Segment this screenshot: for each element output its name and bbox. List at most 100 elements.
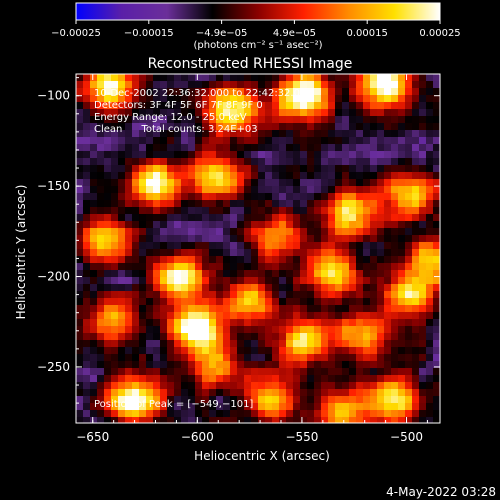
heatmap-cell	[139, 144, 146, 151]
heatmap-cell	[307, 102, 314, 109]
heatmap-cell	[181, 389, 188, 396]
heatmap-cell	[223, 81, 230, 88]
heatmap-cell	[335, 158, 342, 165]
heatmap-cell	[405, 417, 412, 423]
heatmap	[76, 74, 440, 423]
heatmap-cell	[391, 165, 398, 172]
heatmap-cell	[132, 354, 139, 361]
heatmap-cell	[349, 368, 356, 375]
heatmap-cell	[153, 144, 160, 151]
heatmap-cell	[160, 305, 167, 312]
heatmap-cell	[314, 305, 321, 312]
heatmap-cell	[237, 298, 244, 305]
heatmap-cell	[251, 235, 258, 242]
heatmap-cell	[188, 228, 195, 235]
heatmap-cell	[174, 207, 181, 214]
heatmap-cell	[321, 228, 328, 235]
heatmap-cell	[97, 389, 104, 396]
heatmap-cell	[153, 312, 160, 319]
heatmap-cell	[230, 312, 237, 319]
heatmap-cell	[97, 151, 104, 158]
heatmap-cell	[391, 151, 398, 158]
heatmap-cell	[391, 123, 398, 130]
heatmap-cell	[237, 144, 244, 151]
heatmap-cell	[412, 417, 419, 423]
heatmap-cell	[146, 361, 153, 368]
heatmap-cell	[139, 81, 146, 88]
heatmap-cell	[223, 340, 230, 347]
heatmap-cell	[153, 172, 160, 179]
heatmap-cell	[335, 221, 342, 228]
heatmap-cell	[433, 410, 440, 417]
heatmap-cell	[111, 151, 118, 158]
heatmap-cell	[426, 172, 433, 179]
heatmap-cell	[230, 368, 237, 375]
heatmap-cell	[139, 298, 146, 305]
heatmap-cell	[405, 410, 412, 417]
heatmap-cell	[391, 298, 398, 305]
heatmap-cell	[111, 186, 118, 193]
heatmap-cell	[314, 200, 321, 207]
heatmap-cell	[349, 403, 356, 410]
heatmap-cell	[405, 81, 412, 88]
heatmap-cell	[258, 193, 265, 200]
heatmap-cell	[223, 144, 230, 151]
heatmap-cell	[174, 389, 181, 396]
heatmap-cell	[251, 88, 258, 95]
heatmap-cell	[118, 361, 125, 368]
heatmap-cell	[223, 326, 230, 333]
heatmap-cell	[391, 396, 398, 403]
heatmap-cell	[237, 249, 244, 256]
heatmap-cell	[300, 382, 307, 389]
heatmap-cell	[258, 214, 265, 221]
heatmap-cell	[251, 151, 258, 158]
heatmap-cell	[202, 74, 209, 81]
heatmap-cell	[104, 242, 111, 249]
heatmap-cell	[349, 375, 356, 382]
heatmap-cell	[153, 109, 160, 116]
heatmap-cell	[398, 130, 405, 137]
heatmap-cell	[286, 396, 293, 403]
heatmap-cell	[125, 130, 132, 137]
heatmap-cell	[167, 417, 174, 423]
heatmap-cell	[244, 326, 251, 333]
heatmap-cell	[335, 291, 342, 298]
heatmap-cell	[153, 375, 160, 382]
heatmap-cell	[321, 109, 328, 116]
heatmap-cell	[307, 116, 314, 123]
heatmap-cell	[237, 214, 244, 221]
heatmap-cell	[342, 249, 349, 256]
heatmap-cell	[118, 333, 125, 340]
heatmap-cell	[125, 284, 132, 291]
heatmap-cell	[426, 116, 433, 123]
heatmap-cell	[181, 277, 188, 284]
heatmap-cell	[251, 256, 258, 263]
heatmap-cell	[356, 368, 363, 375]
heatmap-cell	[370, 88, 377, 95]
heatmap-cell	[188, 312, 195, 319]
heatmap-cell	[307, 389, 314, 396]
heatmap-cell	[419, 179, 426, 186]
heatmap-cell	[258, 158, 265, 165]
heatmap-cell	[104, 417, 111, 423]
heatmap-cell	[90, 284, 97, 291]
heatmap-cell	[76, 319, 83, 326]
heatmap-cell	[153, 417, 160, 423]
heatmap-cell	[97, 417, 104, 423]
heatmap-cell	[174, 200, 181, 207]
heatmap-cell	[328, 130, 335, 137]
heatmap-cell	[370, 403, 377, 410]
heatmap-cell	[76, 102, 83, 109]
heatmap-cell	[279, 263, 286, 270]
heatmap-cell	[174, 403, 181, 410]
heatmap-cell	[153, 158, 160, 165]
heatmap-cell	[405, 207, 412, 214]
heatmap-cell	[300, 256, 307, 263]
heatmap-cell	[405, 347, 412, 354]
heatmap-cell	[167, 116, 174, 123]
heatmap-cell	[405, 179, 412, 186]
heatmap-cell	[181, 417, 188, 423]
heatmap-cell	[230, 333, 237, 340]
heatmap-cell	[153, 116, 160, 123]
heatmap-cell	[83, 312, 90, 319]
